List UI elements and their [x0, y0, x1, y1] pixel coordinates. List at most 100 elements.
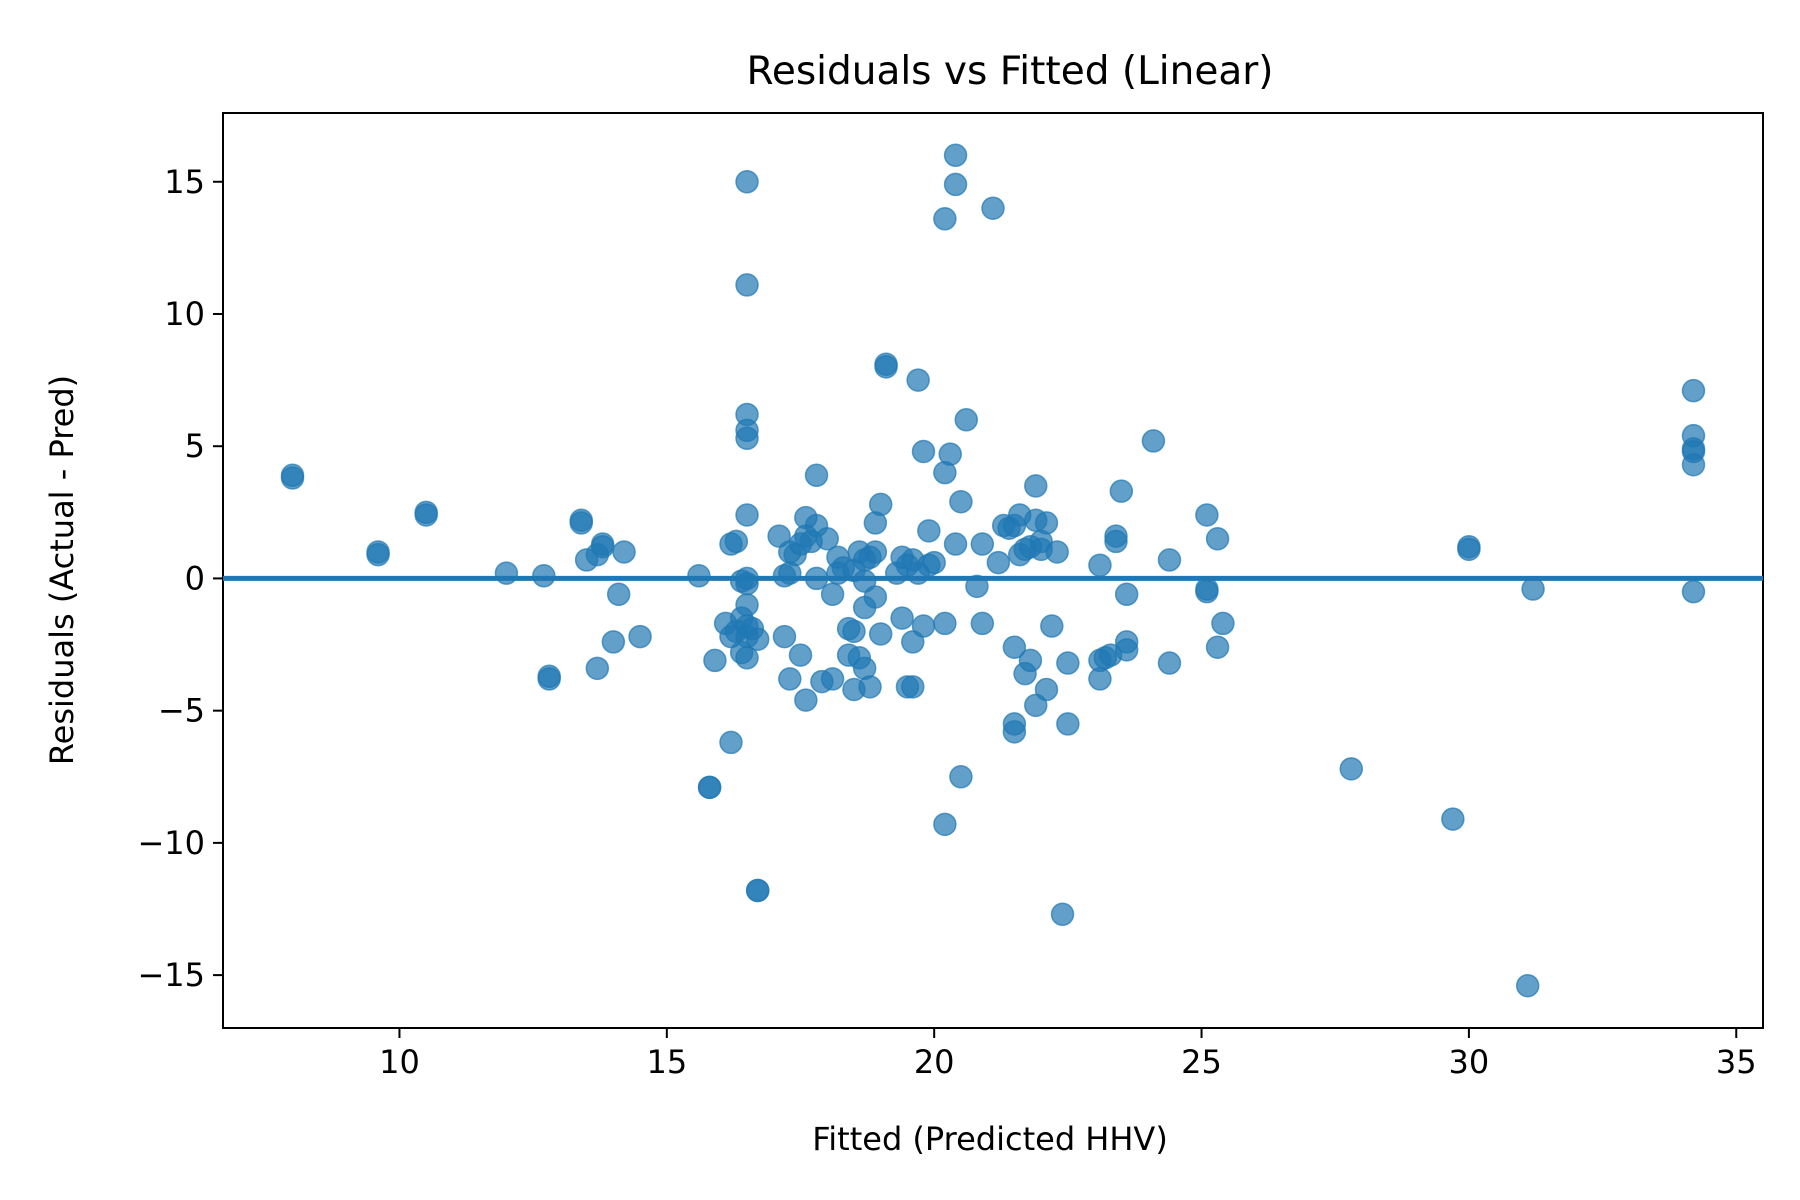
scatter-point — [1141, 429, 1166, 453]
scatter-point — [628, 624, 652, 649]
scatter-point — [874, 355, 898, 379]
scatter-point — [794, 688, 818, 712]
scatter-point — [949, 765, 973, 789]
scatter-point — [1045, 540, 1069, 564]
scatter-point — [938, 442, 962, 466]
scatter-point — [687, 564, 711, 588]
scatter-point — [724, 529, 749, 554]
scatter-point — [1040, 614, 1064, 638]
scatter-point — [1088, 553, 1112, 577]
y-tick-label: 10 — [164, 295, 205, 333]
x-axis-ticks: 10 15 20 25 30 35 — [379, 1028, 1757, 1081]
scatter-point — [943, 172, 968, 197]
scatter-point — [537, 664, 561, 689]
scatter-point — [606, 582, 631, 607]
scatter-point — [1034, 511, 1059, 535]
scatter-point — [911, 614, 936, 638]
scatter-point — [532, 564, 556, 588]
scatter-point — [868, 622, 893, 646]
scatter-point — [933, 611, 957, 636]
scatter-point — [1457, 537, 1481, 562]
scatter-point — [863, 585, 888, 609]
scatter-point — [735, 426, 759, 451]
x-tick-label: 10 — [379, 1043, 420, 1081]
y-tick-label: 15 — [164, 163, 205, 201]
y-tick-label: 5 — [185, 427, 205, 465]
y-tick-label: −5 — [158, 692, 205, 730]
scatter-point — [1205, 635, 1230, 659]
scatter-point — [601, 630, 626, 654]
scatter-point — [1157, 548, 1182, 572]
scatter-point — [943, 532, 968, 556]
chart-title: Residuals vs Fitted (Linear) — [746, 49, 1273, 94]
scatter-point — [1195, 503, 1219, 527]
y-tick-label: −15 — [137, 956, 205, 994]
scatter-point — [778, 667, 802, 691]
x-tick-label: 30 — [1449, 1043, 1490, 1081]
x-tick-label: 20 — [914, 1043, 955, 1081]
scatter-point — [745, 878, 770, 903]
scatter-point — [735, 593, 759, 617]
scatter-point — [917, 519, 941, 543]
scatter-point — [1205, 527, 1230, 551]
scatter-point — [1681, 452, 1706, 477]
x-tick-label: 35 — [1716, 1043, 1757, 1081]
scatter-point — [590, 534, 615, 559]
scatter-point — [906, 368, 930, 392]
scatter-point — [1050, 902, 1075, 927]
scatter-point — [933, 207, 957, 231]
scatter-point — [1024, 474, 1048, 498]
scatter-point — [949, 489, 973, 514]
scatter-point — [970, 532, 995, 556]
scatter-point — [1104, 529, 1128, 554]
x-axis-label: Fitted (Predicted HHV) — [812, 1120, 1168, 1158]
scatter-point — [1056, 651, 1080, 675]
scatter-point — [943, 143, 968, 168]
scatter-point — [1157, 651, 1182, 675]
scatter-point — [1114, 582, 1139, 607]
y-axis-ticks: −15 −10 −5 0 5 10 15 — [137, 163, 223, 994]
scatter-point — [815, 527, 839, 551]
scatter-point — [1114, 638, 1139, 662]
y-tick-label: 0 — [185, 559, 205, 597]
scatter-point — [1521, 577, 1545, 601]
scatter-point — [788, 643, 813, 667]
scatter-point — [954, 408, 979, 432]
scatter-point — [820, 667, 845, 691]
scatter-point — [1515, 973, 1540, 998]
scatter-point — [1195, 579, 1219, 604]
x-tick-label: 15 — [646, 1043, 687, 1081]
scatter-point — [719, 730, 743, 755]
scatter-point — [569, 511, 594, 535]
scatter-point — [1339, 757, 1364, 781]
y-tick-label: −10 — [137, 824, 205, 862]
scatter-point — [1088, 667, 1112, 691]
scatter-point — [697, 775, 722, 800]
scatter-point — [986, 550, 1011, 575]
scatter-point — [772, 624, 797, 649]
scatter-point — [842, 619, 866, 644]
scatter-point — [280, 466, 305, 490]
scatter-point — [1002, 720, 1027, 744]
scatter-point — [890, 606, 914, 630]
scatter-point — [922, 550, 946, 575]
scatter-point — [1034, 677, 1059, 702]
scatter-point — [735, 170, 759, 194]
scatter-point — [585, 656, 610, 681]
scatter-point — [703, 648, 727, 673]
plot-area — [222, 112, 1764, 1029]
scatter-point — [1681, 378, 1706, 403]
scatter-point — [1002, 635, 1027, 659]
x-tick-label: 25 — [1181, 1043, 1222, 1081]
scatter-point — [858, 675, 882, 699]
scatter-point — [414, 500, 438, 525]
scatter-point — [868, 492, 893, 517]
scatter-point — [911, 439, 936, 464]
scatter-point — [1109, 479, 1134, 503]
scatter-point — [1441, 807, 1465, 831]
scatter-point — [366, 542, 390, 567]
scatter-points — [280, 143, 1706, 998]
scatter-point — [970, 611, 995, 636]
scatter-point — [901, 675, 925, 699]
